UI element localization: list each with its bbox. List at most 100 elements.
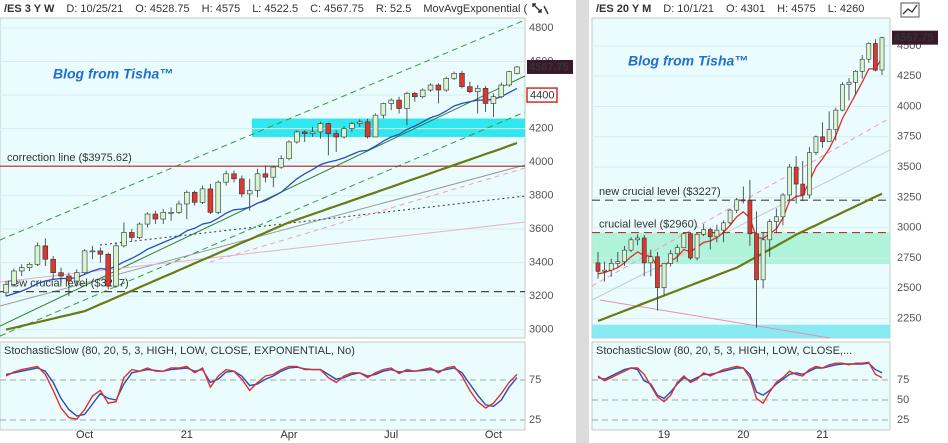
candle-body xyxy=(404,93,410,109)
candle-body xyxy=(419,89,426,98)
candle-body xyxy=(11,270,17,285)
candle-body xyxy=(608,263,614,271)
icon[interactable] xyxy=(902,4,918,15)
candle-body xyxy=(302,131,308,134)
candle-body xyxy=(754,233,759,281)
candle-body xyxy=(840,84,845,111)
candle-body xyxy=(50,258,56,273)
candle-body xyxy=(341,128,347,138)
candle-body xyxy=(26,263,33,268)
candle-body xyxy=(780,194,786,218)
x-tick-label: Oct xyxy=(76,429,93,441)
candle-body xyxy=(333,133,339,138)
y-tick-label: 25 xyxy=(529,414,541,426)
y-tick-label: 2750 xyxy=(897,252,921,264)
study-line xyxy=(5,365,518,420)
candle-body xyxy=(635,237,640,241)
candle-body xyxy=(714,229,720,238)
moving-average xyxy=(5,87,518,297)
x-tick-label: Oct xyxy=(485,429,502,441)
watermark: Blog from Tisha™ xyxy=(53,66,173,82)
candle-body xyxy=(866,43,872,60)
candle-body xyxy=(490,96,497,104)
candle-body xyxy=(144,213,151,225)
candle-body xyxy=(246,190,253,195)
candle-body xyxy=(239,178,245,195)
candle-body xyxy=(451,72,457,79)
study-line xyxy=(597,362,883,400)
candle-body xyxy=(813,136,819,153)
header-item: /ES 20 Y M xyxy=(596,3,651,15)
toolbar-icon[interactable] xyxy=(532,3,549,15)
candle-body xyxy=(800,183,806,196)
y-tick-label: 4000 xyxy=(897,100,921,112)
candle-body xyxy=(655,256,660,288)
level-label: new crucial level ($3227) xyxy=(599,186,721,198)
last-price-label: 4567.75 xyxy=(894,32,934,44)
study-line xyxy=(5,366,518,417)
candle-body xyxy=(694,234,700,259)
y-tick-label: 3750 xyxy=(897,131,921,143)
candle-body xyxy=(184,191,190,205)
header-item: D: 10/1/21 xyxy=(663,3,714,15)
candle-body xyxy=(129,232,135,238)
candle-body xyxy=(740,199,746,202)
last-price-label: 4567.75 xyxy=(529,61,569,73)
candle-body xyxy=(89,250,96,253)
marker-price-label: 4400 xyxy=(530,89,554,101)
toolbar-icon[interactable] xyxy=(900,2,920,18)
header-item: C: 4567.75 xyxy=(310,3,364,15)
zone xyxy=(592,324,890,338)
header-item: D: 10/25/21 xyxy=(66,3,123,15)
candle-body xyxy=(707,229,713,238)
y-tick-label: 3000 xyxy=(897,222,921,234)
x-tick-label: 20 xyxy=(737,429,749,441)
header-study: MovAvgExponential ( xyxy=(423,3,527,15)
last-price-box xyxy=(892,30,938,45)
candle-body xyxy=(74,272,80,282)
candle-body xyxy=(879,37,885,71)
candle-body xyxy=(459,72,465,87)
candle-body xyxy=(773,216,779,222)
candle-body xyxy=(325,123,332,134)
study-title: StochasticSlow (80, 20, 5, 3, HIGH, LOW,… xyxy=(4,345,355,357)
header-item: L: 4260 xyxy=(828,3,865,15)
header-item: /ES 3 Y W xyxy=(4,3,55,15)
candle-body xyxy=(278,158,284,168)
candle-body xyxy=(833,109,839,130)
candle-body xyxy=(826,129,832,142)
zone xyxy=(252,118,525,137)
icon[interactable] xyxy=(532,3,549,15)
candle-body xyxy=(514,66,520,74)
candle-body xyxy=(396,99,402,109)
candle-body xyxy=(853,71,858,83)
candle-body xyxy=(506,71,512,86)
y-tick-label: 50 xyxy=(897,394,909,406)
candle-body xyxy=(674,247,680,255)
moving-average xyxy=(597,192,883,323)
y-tick-label: 3800 xyxy=(529,189,553,201)
candle-body xyxy=(443,78,449,91)
candle-body xyxy=(58,272,64,277)
candle-body xyxy=(467,86,473,93)
study-line xyxy=(597,361,883,405)
trend-line xyxy=(0,19,526,241)
level-label: new crucial level ($3227) xyxy=(7,277,129,289)
candle-body xyxy=(482,88,489,104)
candle-body xyxy=(309,131,316,134)
candle-body xyxy=(727,209,733,224)
icon[interactable] xyxy=(900,2,920,18)
trend-line xyxy=(99,195,526,246)
candle-body xyxy=(207,188,214,213)
candle-body xyxy=(105,253,111,287)
header-item: O: 4528.75 xyxy=(135,3,189,15)
x-tick-label: Jul xyxy=(384,429,398,441)
study-panel xyxy=(0,341,526,431)
candle-body xyxy=(474,88,481,93)
x-tick-label: 21 xyxy=(181,429,193,441)
panel-gap xyxy=(576,0,589,443)
candle-body xyxy=(787,166,792,196)
candle-body xyxy=(435,84,442,91)
